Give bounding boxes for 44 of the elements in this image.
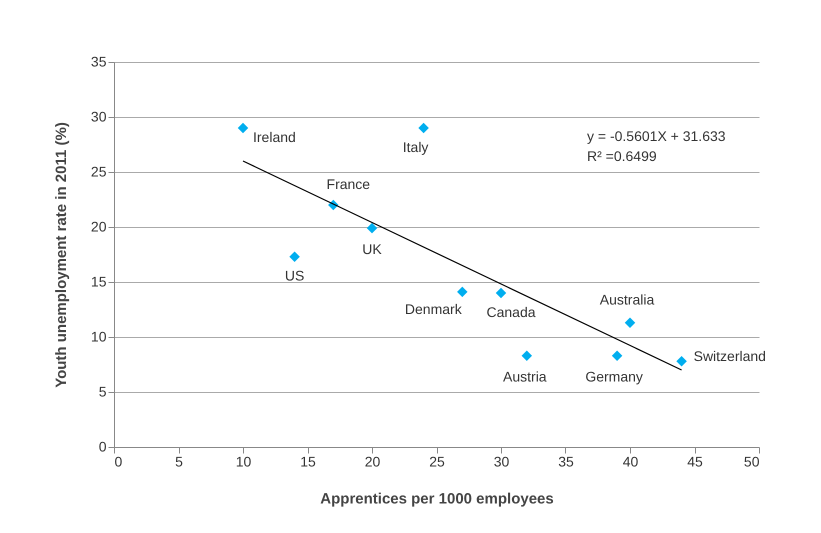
y-tick-label: 10 bbox=[90, 328, 107, 344]
annotation: R² =0.6499 bbox=[587, 148, 657, 164]
x-tick-label: 5 bbox=[175, 454, 184, 470]
annotation: UK bbox=[362, 241, 382, 258]
y-axis-title: Youth unemployment rate in 2011 (%) bbox=[52, 122, 70, 388]
annotation: Canada bbox=[486, 304, 536, 320]
x-tick-label: 10 bbox=[236, 454, 252, 470]
x-tick-label: 35 bbox=[558, 454, 574, 470]
point bbox=[612, 350, 622, 361]
x-tick-label: 50 bbox=[744, 454, 760, 470]
annotation: Denmark bbox=[404, 300, 463, 317]
point bbox=[366, 222, 378, 234]
y-tick-label: 15 bbox=[90, 274, 107, 290]
x-tick-label: 25 bbox=[429, 454, 445, 470]
annotation: y = -0.5601X + 31.633 bbox=[587, 128, 726, 144]
annotation: Germany bbox=[585, 368, 643, 385]
y-tick-label: 20 bbox=[90, 218, 107, 234]
annotation: US bbox=[284, 268, 304, 284]
x-axis-title: Apprentices per 1000 employees bbox=[320, 490, 554, 508]
y-tick-label: 25 bbox=[90, 164, 107, 180]
annotation: Australia bbox=[600, 292, 654, 308]
point bbox=[289, 251, 300, 262]
x-tick-label: 40 bbox=[622, 454, 638, 470]
annotation: Italy bbox=[402, 139, 428, 155]
point bbox=[624, 317, 636, 328]
point bbox=[418, 122, 429, 134]
point bbox=[522, 350, 532, 361]
annotation: Austria bbox=[503, 368, 547, 385]
point bbox=[238, 122, 248, 134]
point bbox=[676, 356, 687, 366]
x-tick-label: 30 bbox=[494, 454, 510, 470]
point bbox=[457, 286, 468, 298]
annotation: Switzerland bbox=[694, 348, 766, 364]
y-tick-label: 30 bbox=[90, 108, 107, 124]
y-tick-label: 0 bbox=[98, 438, 107, 454]
y-tick-label: 35 bbox=[90, 54, 107, 70]
point bbox=[496, 288, 506, 298]
x-tick-label: 15 bbox=[300, 454, 316, 470]
annotation: Ireland bbox=[253, 129, 296, 145]
x-tick-label: 20 bbox=[364, 454, 380, 470]
annotation: France bbox=[326, 176, 370, 192]
x-tick-label: 45 bbox=[687, 454, 703, 470]
x-tick-label: 0 bbox=[114, 454, 122, 470]
y-tick-label: 5 bbox=[98, 384, 107, 400]
